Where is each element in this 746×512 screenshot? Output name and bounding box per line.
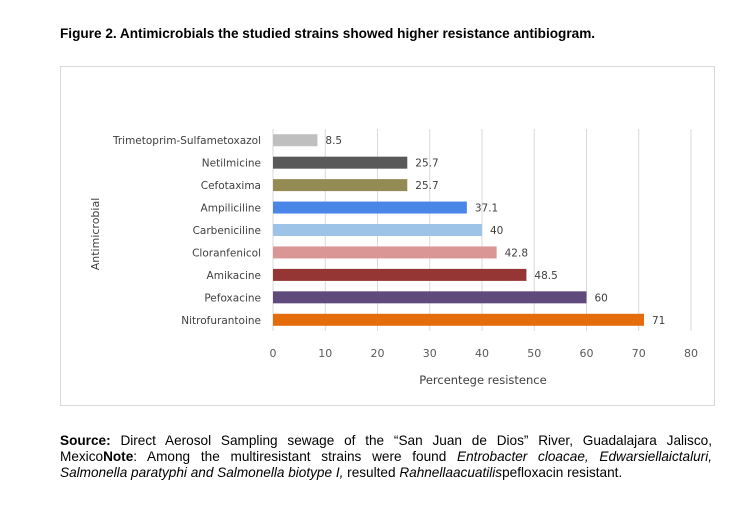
bar-value-label: 60 — [595, 292, 608, 304]
x-axis-title: Percentege resistence — [419, 373, 546, 387]
bar — [273, 246, 497, 259]
bar-chart: Trimetoprim-Sulfametoxazol 8.5 Netilmicine… — [89, 129, 698, 387]
y-category-label: Netilmicine — [202, 158, 261, 170]
source-label: Source: — [60, 433, 111, 448]
x-tick-label: 20 — [371, 347, 385, 360]
x-tick-label: 40 — [475, 347, 489, 360]
bar — [273, 156, 408, 169]
bar-value-label: 25.7 — [415, 158, 438, 170]
bar — [273, 313, 644, 326]
bar-value-label: 48.5 — [534, 270, 557, 282]
x-tick-label: 70 — [632, 347, 646, 360]
bar-value-label: 40 — [490, 225, 503, 237]
y-category-label: Trimetoprim-Sulfametoxazol — [112, 135, 261, 147]
y-category-label: Cloranfenicol — [192, 247, 261, 259]
y-category-label: Nitrofurantoine — [181, 315, 261, 327]
chart-area: Trimetoprim-Sulfametoxazol 8.5 Netilmicine… — [60, 66, 715, 406]
note-text-3: pefloxacin resistant. — [502, 465, 623, 480]
bar-value-label: 25.7 — [415, 180, 438, 192]
source-text: Direct Aerosol Sampling sewage of the “S… — [60, 433, 712, 464]
bar — [273, 268, 527, 281]
note-species: Entrobacter cloacae, Edwarsiellaictaluri… — [60, 449, 712, 480]
bar — [273, 179, 408, 192]
note-species-2: Rahnellaacuatilis — [399, 465, 503, 480]
bar-value-label: 8.5 — [325, 135, 342, 147]
y-category-label: Carbeniciline — [193, 225, 261, 237]
note-label: Note — [103, 449, 134, 464]
note-text-1: : Among the multiresistant strains were … — [133, 449, 458, 464]
figure-caption: Source: Direct Aerosol Sampling sewage o… — [60, 433, 712, 481]
x-tick-label: 10 — [318, 347, 332, 360]
x-tick-label: 0 — [270, 347, 277, 360]
x-tick-label: 80 — [684, 347, 698, 360]
x-tick-label: 50 — [527, 347, 541, 360]
bar — [273, 224, 482, 236]
note-text-2: resulted — [343, 465, 400, 480]
figure-title: Figure 2. Antimicrobials the studied str… — [60, 26, 596, 41]
bar — [273, 134, 318, 147]
bar-value-label: 71 — [652, 315, 665, 327]
y-category-label: Ampiliciline — [201, 203, 261, 215]
bar-value-label: 37.1 — [475, 203, 498, 215]
y-category-label: Pefoxacine — [204, 292, 261, 304]
x-tick-label: 30 — [423, 347, 437, 360]
bar — [273, 201, 467, 214]
bar — [273, 291, 587, 304]
x-tick-label: 60 — [580, 347, 594, 360]
y-category-label: Cefotaxima — [201, 180, 261, 192]
bar-value-label: 42.8 — [505, 247, 528, 259]
y-axis-title: Antimicrobial — [89, 198, 102, 271]
y-category-label: Amikacine — [207, 270, 261, 282]
